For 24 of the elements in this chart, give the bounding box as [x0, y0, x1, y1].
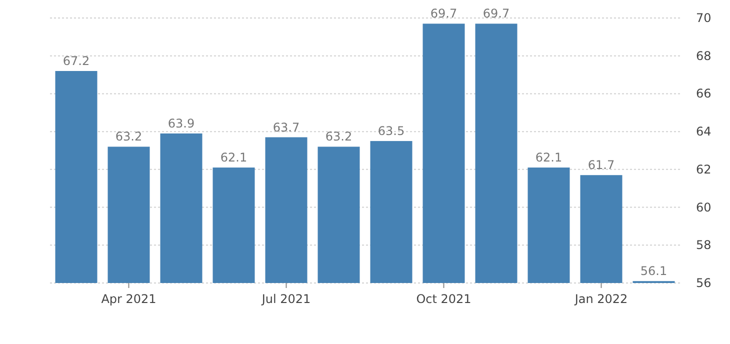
data-label: 61.7	[588, 158, 615, 172]
data-label: 67.2	[62, 54, 90, 68]
y-tick-label: 64	[696, 124, 712, 139]
data-label: 63.7	[272, 120, 300, 134]
y-tick-label: 68	[696, 48, 712, 63]
y-tick-label: 60	[696, 200, 712, 214]
y-tick-label: 58	[696, 238, 712, 252]
data-label: 62.1	[220, 150, 248, 165]
data-label: 56.1	[640, 264, 668, 278]
data-label: 63.5	[378, 124, 405, 138]
y-tick-label: 66	[696, 86, 712, 101]
data-label: 69.7	[482, 6, 510, 21]
x-tick-label: Oct 2021	[416, 292, 472, 306]
x-tick-label: Apr 2021	[101, 292, 156, 306]
y-tick-label: 56	[696, 276, 712, 290]
x-tick-label: Jan 2022	[574, 292, 628, 306]
data-label: 63.9	[168, 116, 195, 130]
data-label: 63.2	[325, 130, 352, 144]
data-label: 62.1	[535, 150, 562, 165]
data-label: 69.7	[430, 6, 458, 21]
y-tick-label: 62	[696, 162, 712, 176]
data-label: 63.2	[115, 130, 142, 144]
x-tick-label: Jul 2021	[260, 292, 311, 306]
y-tick-label: 70	[696, 11, 712, 25]
